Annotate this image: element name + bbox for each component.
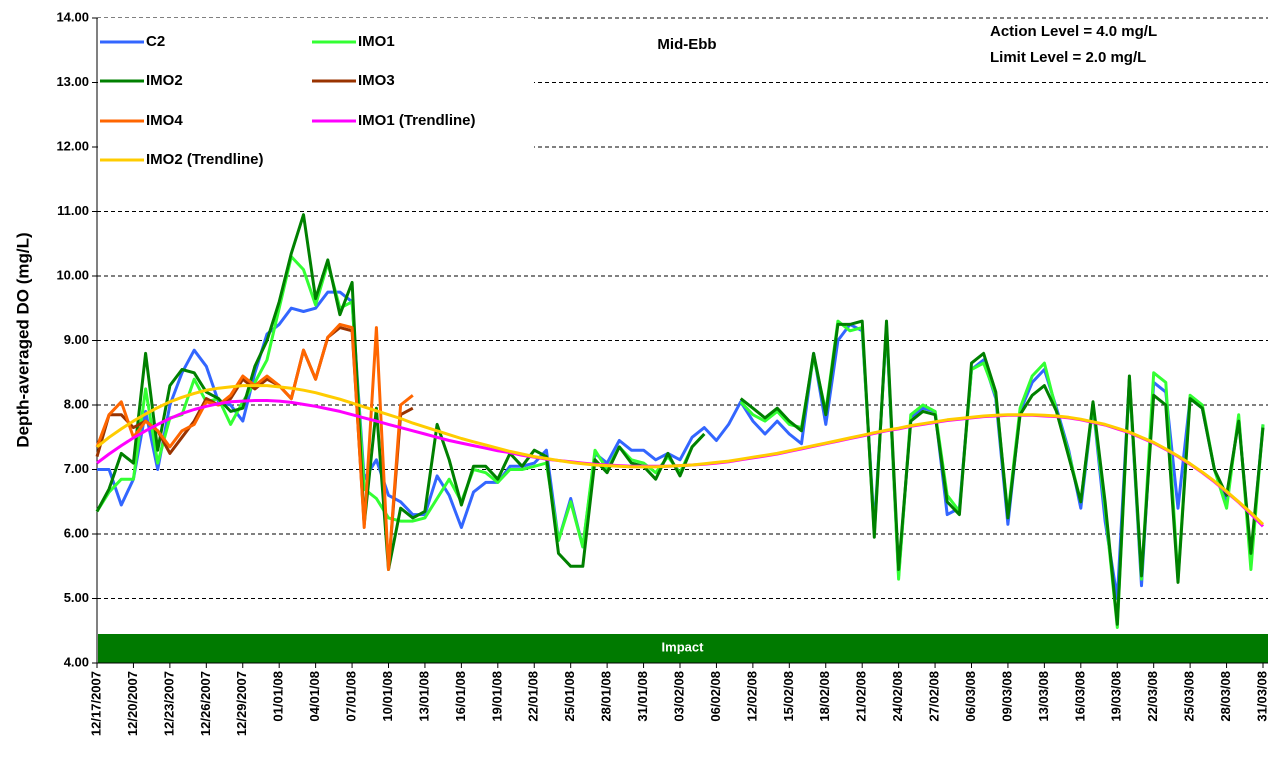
x-tick-label: 31/03/08 (1254, 671, 1269, 722)
y-axis-label: Depth-averaged DO (mg/L) (13, 232, 32, 447)
x-tick-label: 16/03/08 (1072, 671, 1087, 722)
x-tick-label: 28/03/08 (1218, 671, 1233, 722)
y-tick-label: 5.00 (64, 590, 89, 605)
annotation: Limit Level = 2.0 mg/L (990, 49, 1146, 66)
impact-band (98, 634, 1268, 663)
x-tick-label: 28/01/08 (599, 671, 614, 722)
legend-label: IMO2 (Trendline) (146, 151, 264, 168)
legend-label: C2 (146, 33, 165, 50)
x-tick-label: 21/02/08 (854, 671, 869, 722)
x-tick-label: 25/03/08 (1182, 671, 1197, 722)
y-tick-label: 9.00 (64, 332, 89, 347)
x-tick-label: 13/01/08 (416, 671, 431, 722)
x-tick-label: 31/01/08 (635, 671, 650, 722)
legend-label: IMO4 (146, 112, 183, 129)
series-line (96, 384, 1265, 526)
x-tick-label: 04/01/08 (307, 671, 322, 722)
y-tick-label: 6.00 (64, 525, 89, 540)
x-tick-label: 19/03/08 (1109, 671, 1124, 722)
y-tick-label: 14.00 (56, 9, 89, 24)
legend-box (98, 18, 534, 180)
x-tick-label: 12/20/2007 (125, 671, 140, 736)
x-tick-label: 01/01/08 (271, 671, 286, 722)
x-tick-label: 22/01/08 (526, 671, 541, 722)
x-tick-label: 25/01/08 (562, 671, 577, 722)
x-tick-label: 03/02/08 (671, 671, 686, 722)
x-tick-label: 06/03/08 (963, 671, 978, 722)
legend-label: IMO3 (358, 72, 395, 89)
x-tick-label: 27/02/08 (927, 671, 942, 722)
annotation-bg (986, 47, 1246, 69)
impact-label: Impact (662, 639, 705, 654)
y-tick-label: 10.00 (56, 267, 89, 282)
x-tick-label: 19/01/08 (489, 671, 504, 722)
x-tick-label: 10/01/08 (380, 671, 395, 722)
x-tick-label: 18/02/08 (817, 671, 832, 722)
legend-label: IMO1 (Trendline) (358, 112, 476, 129)
x-tick-label: 07/01/08 (344, 671, 359, 722)
legend-label: IMO2 (146, 72, 183, 89)
annotation: Mid-Ebb (657, 36, 716, 53)
x-tick-label: 12/29/2007 (234, 671, 249, 736)
x-tick-label: 13/03/08 (1036, 671, 1051, 722)
annotation-bg (986, 21, 1246, 43)
annotation: Action Level = 4.0 mg/L (990, 23, 1157, 40)
x-tick-label: 15/02/08 (781, 671, 796, 722)
x-tick-label: 22/03/08 (1145, 671, 1160, 722)
x-tick-label: 12/26/2007 (198, 671, 213, 736)
y-tick-label: 7.00 (64, 461, 89, 476)
y-tick-label: 8.00 (64, 396, 89, 411)
series-line (95, 213, 1265, 626)
x-tick-label: 12/02/08 (744, 671, 759, 722)
x-tick-label: 16/01/08 (453, 671, 468, 722)
x-tick-label: 24/02/08 (890, 671, 905, 722)
y-tick-label: 12.00 (56, 138, 89, 153)
x-tick-label: 12/17/2007 (88, 671, 103, 736)
y-tick-label: 13.00 (56, 74, 89, 89)
x-tick-label: 09/03/08 (999, 671, 1014, 722)
y-tick-label: 11.00 (57, 203, 89, 218)
y-tick-label: 4.00 (64, 654, 89, 669)
legend-label: IMO1 (358, 33, 395, 50)
x-tick-label: 06/02/08 (708, 671, 723, 722)
x-tick-label: 12/23/2007 (161, 671, 176, 736)
